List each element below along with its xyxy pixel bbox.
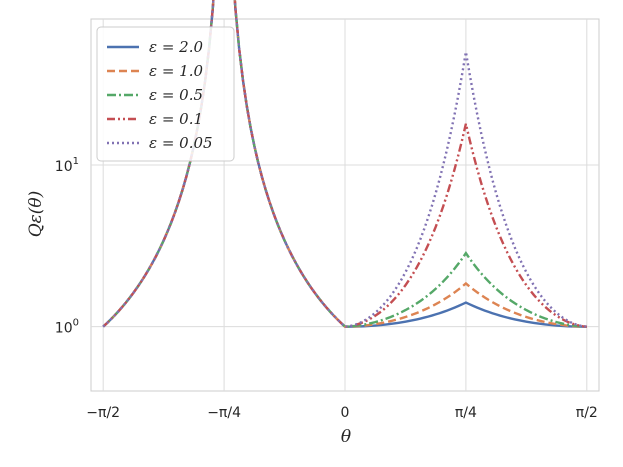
legend-box xyxy=(96,26,235,162)
y-axis-ticks: 100 101 xyxy=(55,156,79,337)
x-tick-label: π/4 xyxy=(455,405,477,421)
legend-label: ε = 2.0 xyxy=(149,38,203,56)
series-layer xyxy=(102,0,587,328)
series-line-1 xyxy=(102,0,587,328)
legend-label: ε = 0.1 xyxy=(149,110,203,128)
legend-label: ε = 0.05 xyxy=(149,134,213,152)
y-tick-label: 101 xyxy=(55,156,79,175)
legend: ε = 2.0 ε = 1.0 ε = 0.5 ε = 0.1 ε = 0.05 xyxy=(96,26,235,162)
y-tick-label: 100 xyxy=(55,318,79,337)
x-tick-label: π/2 xyxy=(576,405,598,421)
x-tick-label: 0 xyxy=(341,405,350,421)
series-line-3 xyxy=(102,0,587,328)
x-axis-ticks: −π/2 −π/4 0 π/4 π/2 xyxy=(86,405,598,421)
series-line-4 xyxy=(102,0,587,328)
legend-label: ε = 1.0 xyxy=(149,62,203,80)
legend-label: ε = 0.5 xyxy=(149,86,203,104)
series-line-2 xyxy=(102,0,587,328)
x-tick-label: −π/4 xyxy=(207,405,241,421)
x-axis-label: θ xyxy=(341,427,351,447)
y-axis-label: Qε(θ) xyxy=(26,191,46,238)
x-tick-label: −π/2 xyxy=(86,405,120,421)
